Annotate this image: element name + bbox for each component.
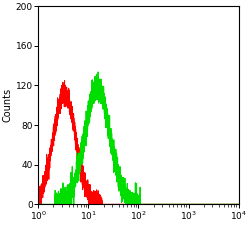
Y-axis label: Counts: Counts — [3, 88, 13, 122]
